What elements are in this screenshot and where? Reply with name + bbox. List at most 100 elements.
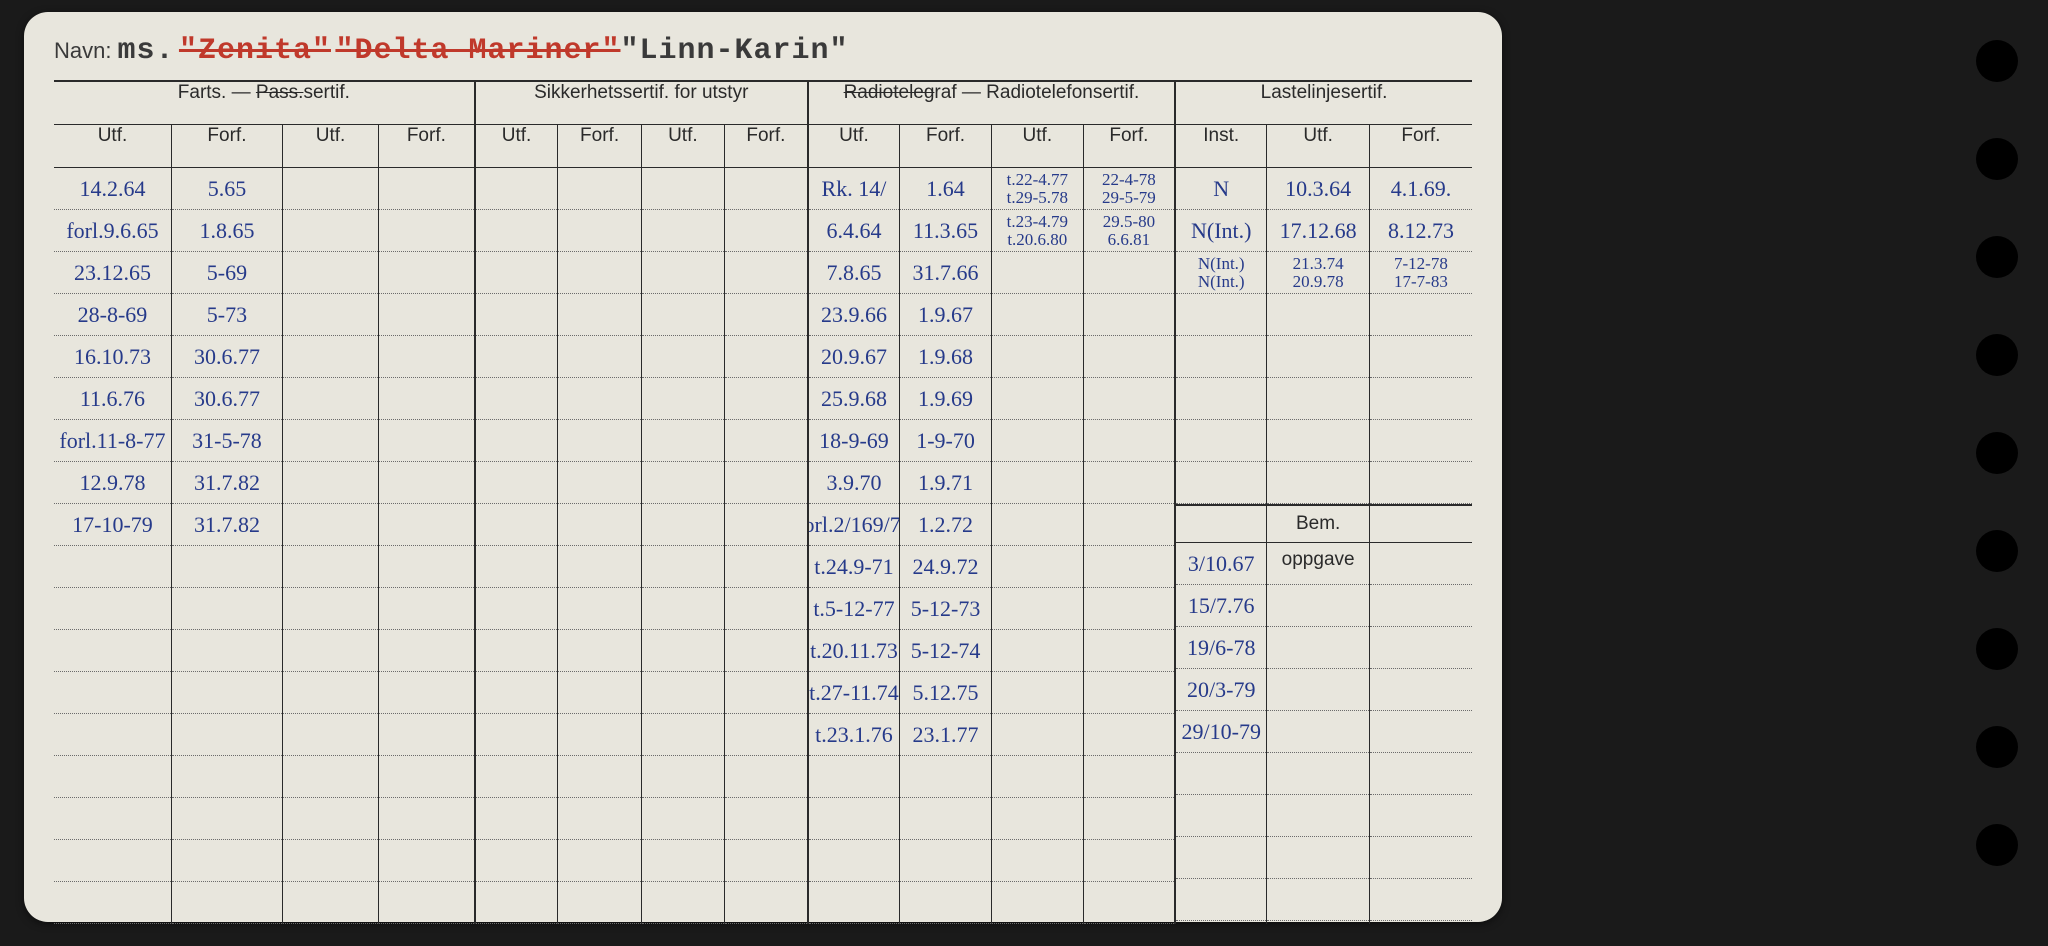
bem-cell [1176, 879, 1266, 921]
farts-forf-cell [172, 798, 282, 840]
farts-forf2-cell [379, 546, 474, 588]
sik-utf2-cell [642, 210, 724, 252]
farts-utf-cell: 28-8-69 [54, 294, 171, 336]
h-rad-utf: Utf. [808, 125, 900, 168]
sik-utf2-cell [642, 672, 724, 714]
bem-cell [1267, 669, 1368, 711]
sik-utf-cell [476, 798, 558, 840]
sik-utf-cell [476, 504, 558, 546]
radio-utf-cell: Rk. 14/ [809, 168, 899, 210]
laste-inst-cell [1176, 420, 1266, 462]
radio-utf2-cell [992, 462, 1083, 504]
sik-utf-cell [476, 546, 558, 588]
sik-forf-cell [558, 336, 640, 378]
farts-forf-cell [172, 840, 282, 882]
navn-label: Navn: [54, 38, 111, 64]
sik-utf-cell [476, 420, 558, 462]
sik-utf-cell [476, 882, 558, 924]
sik-forf-cell [558, 840, 640, 882]
farts-forf2-cell [379, 504, 474, 546]
radio-forf2-cell [1084, 714, 1174, 756]
body-row: 14.2.64forl.9.6.6523.12.6528-8-6916.10.7… [54, 168, 1472, 925]
radio-utf-cell: 3.9.70 [809, 462, 899, 504]
radio-forf-cell: 5-12-73 [900, 588, 991, 630]
farts-utf2-cell [283, 378, 378, 420]
sik-forf2-cell [725, 252, 807, 294]
bem-cell: 20/3-79 [1176, 669, 1266, 711]
radio-forf2-cell [1084, 378, 1174, 420]
laste-inst-cell: N [1176, 168, 1266, 210]
radio-forf-cell: 31.7.66 [900, 252, 991, 294]
h-sik-forf2: Forf. [724, 125, 807, 168]
sik-forf-cell [558, 420, 640, 462]
farts-utf-cell: 11.6.76 [54, 378, 171, 420]
farts-forf2-cell [379, 168, 474, 210]
radio-utf2-cell [992, 672, 1083, 714]
radio-utf-cell: t.5-12-77 [809, 588, 899, 630]
sik-forf2-cell [725, 798, 807, 840]
group-sikkerhet: Sikkerhetssertif. for utstyr [475, 82, 808, 125]
farts-utf-cell: 14.2.64 [54, 168, 171, 210]
h-sik-utf2: Utf. [641, 125, 724, 168]
radio-forf-cell: 1.9.68 [900, 336, 991, 378]
radio-forf-cell [900, 840, 991, 882]
radio-label: raf — Radiotelefonsertif. [934, 82, 1139, 103]
bem-cell [1176, 837, 1266, 879]
farts-utf-cell [54, 882, 171, 924]
farts-forf2-cell [379, 798, 474, 840]
h-farts-forf2: Forf. [379, 125, 475, 168]
h-sik-forf: Forf. [558, 125, 641, 168]
radio-forf-cell: 1-9-70 [900, 420, 991, 462]
laste-inst-cell [1176, 378, 1266, 420]
laste-inst-cell: N(Int.) [1176, 210, 1266, 252]
radio-forf2-cell [1084, 798, 1174, 840]
sik-utf-cell [476, 630, 558, 672]
farts-forf-cell: 30.6.77 [172, 378, 282, 420]
bem-header: Bem. oppgave [1267, 504, 1368, 543]
radio-forf2-cell [1084, 336, 1174, 378]
bem-cell [1370, 795, 1472, 837]
farts-forf-cell [172, 588, 282, 630]
hole-icon [1976, 726, 2018, 768]
radio-utf-cell: 18-9-69 [809, 420, 899, 462]
navn-row: Navn: ms. "Zenita" "Delta Mariner" "Linn… [54, 34, 1472, 82]
farts-forf2-cell [379, 840, 474, 882]
sik-utf-cell [476, 462, 558, 504]
sik-forf2-cell [725, 504, 807, 546]
sik-forf2-cell [725, 462, 807, 504]
farts-utf2-cell [283, 798, 378, 840]
bem-cell [1370, 543, 1472, 585]
laste-inst-cell: N(Int.)N(Int.) [1176, 252, 1266, 294]
radio-utf-cell: t.24.9-71 [809, 546, 899, 588]
bem-cell: 15/7.76 [1176, 585, 1266, 627]
farts-forf2-cell [379, 294, 474, 336]
bem-cell [1267, 795, 1368, 837]
radio-utf2-cell [992, 546, 1083, 588]
sik-forf-cell [558, 882, 640, 924]
bem-cell [1370, 753, 1472, 795]
laste-forf-cell [1370, 336, 1472, 378]
sik-forf2-cell [725, 336, 807, 378]
farts-utf2-cell [283, 672, 378, 714]
radio-forf2-cell [1084, 504, 1174, 546]
sik-utf2-cell [642, 756, 724, 798]
radio-forf-cell: 1.2.72 [900, 504, 991, 546]
bem-cell [1267, 711, 1368, 753]
pass-label-struck: Pass. [256, 82, 304, 103]
farts-forf2-cell [379, 378, 474, 420]
radio-utf2-cell [992, 714, 1083, 756]
sik-forf-cell [558, 504, 640, 546]
farts-forf2-cell [379, 420, 474, 462]
h-farts-forf: Forf. [171, 125, 282, 168]
bem-header [1176, 504, 1266, 543]
sik-utf-cell [476, 252, 558, 294]
h-laste-forf: Forf. [1369, 125, 1472, 168]
radio-utf2-cell [992, 798, 1083, 840]
radio-forf2-cell [1084, 546, 1174, 588]
bem-header [1370, 504, 1472, 543]
sik-forf2-cell [725, 756, 807, 798]
radio-utf-cell: t.23.1.76 [809, 714, 899, 756]
hole-icon [1976, 628, 2018, 670]
bem-cell [1370, 879, 1472, 921]
sik-forf2-cell [725, 546, 807, 588]
